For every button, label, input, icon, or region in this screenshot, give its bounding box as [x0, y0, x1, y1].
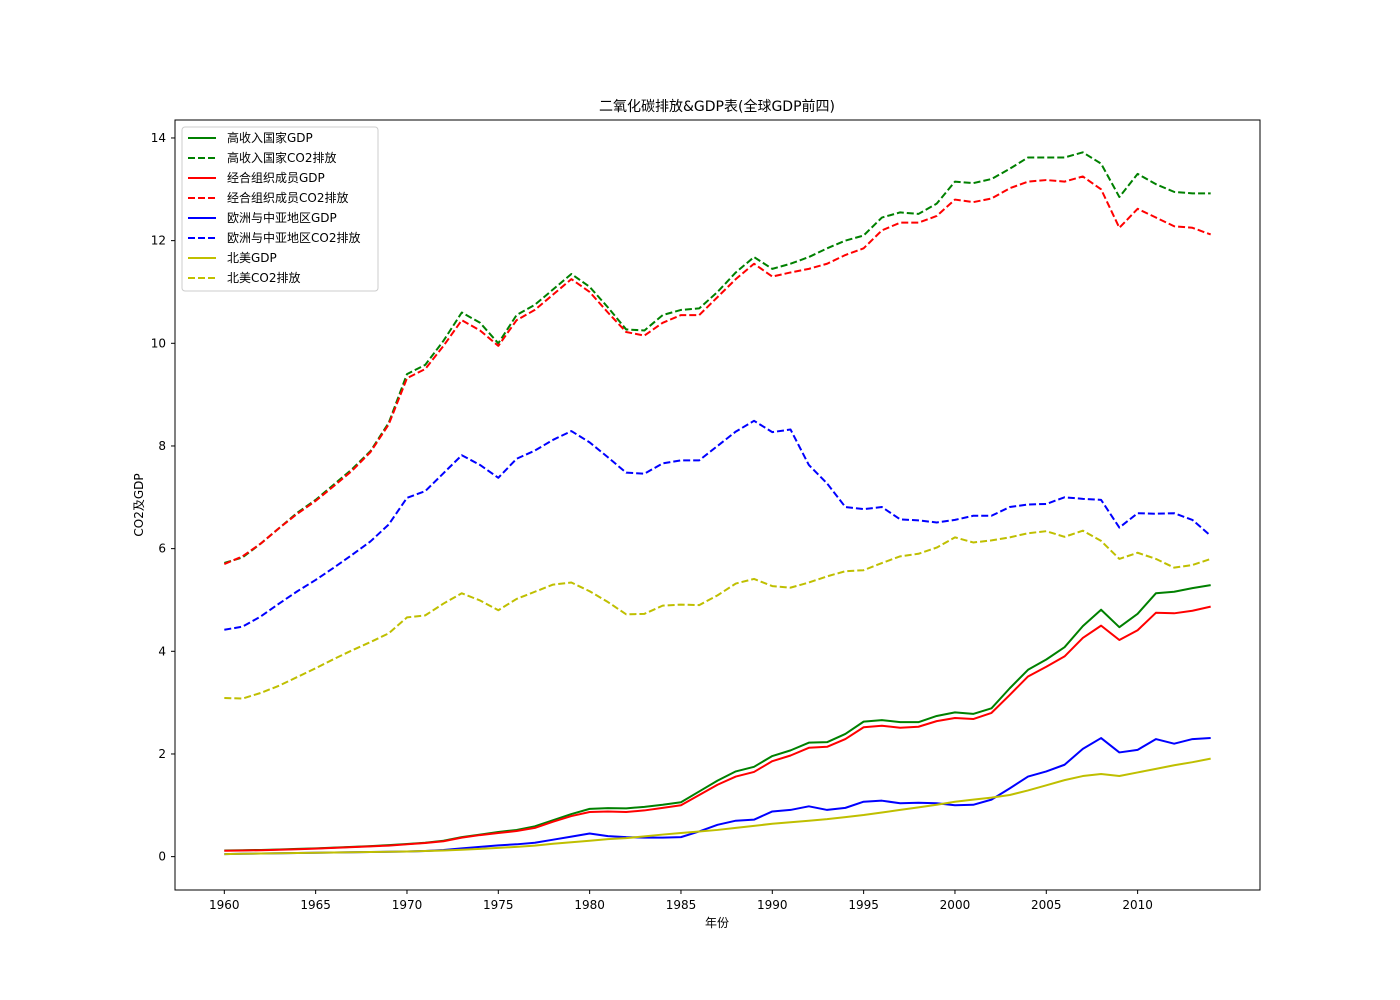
- y-tick-label: 4: [158, 644, 166, 658]
- series-line-3: [224, 605, 1211, 852]
- x-tick-label: 1965: [300, 898, 331, 912]
- series-line-1: [224, 584, 1211, 852]
- chart-title: 二氧化碳排放&GDP表(全球GDP前四): [599, 98, 835, 115]
- x-tick-label: 1975: [483, 898, 514, 912]
- y-tick-label: 6: [158, 542, 166, 556]
- legend-label: 欧洲与中亚地区CO2排放: [227, 230, 360, 245]
- y-tick-label: 8: [158, 439, 166, 453]
- x-tick-label: 2000: [940, 898, 971, 912]
- legend-box: [181, 126, 379, 292]
- y-tick-label: 0: [158, 850, 166, 864]
- y-tick-label: 12: [151, 234, 166, 248]
- x-tick-label: 1980: [574, 898, 605, 912]
- x-tick-label: 1970: [392, 898, 423, 912]
- x-tick-label: 1990: [757, 898, 788, 912]
- y-tick-label: 14: [151, 131, 166, 145]
- y-axis-label: CO2及GDP: [132, 473, 146, 536]
- legend-label: 高收入国家CO2排放: [227, 150, 336, 165]
- legend-label: 经合组织成员GDP: [227, 170, 325, 185]
- series-line-6: [224, 419, 1212, 631]
- legend-label: 高收入国家GDP: [227, 130, 313, 145]
- y-tick-label: 10: [151, 336, 166, 350]
- plot-area: [174, 119, 1261, 891]
- series-lines: [223, 151, 1212, 856]
- series-line-5: [224, 737, 1211, 856]
- x-axis-label: 年份: [705, 916, 729, 930]
- x-tick-label: 1985: [666, 898, 697, 912]
- series-line-7: [224, 757, 1211, 856]
- legend-label: 经合组织成员CO2排放: [227, 190, 348, 205]
- x-tick-label: 1960: [209, 898, 240, 912]
- x-axis: 1960 1965 1970 1975 1980 1985 1990 1995 2000 2005…: [209, 890, 1153, 912]
- x-tick-label: 2010: [1122, 898, 1153, 912]
- series-line-4: [223, 175, 1212, 565]
- x-tick-label: 1995: [848, 898, 879, 912]
- y-tick-label: 2: [158, 747, 166, 761]
- legend-label: 北美CO2排放: [227, 270, 300, 285]
- legend-label: 欧洲与中亚地区GDP: [227, 210, 337, 225]
- legend-label: 北美GDP: [227, 251, 277, 265]
- x-tick-label: 2005: [1031, 898, 1062, 912]
- y-axis: 0 2 4 6 8 10 12 14: [151, 131, 175, 864]
- series-line-8: [224, 529, 1211, 700]
